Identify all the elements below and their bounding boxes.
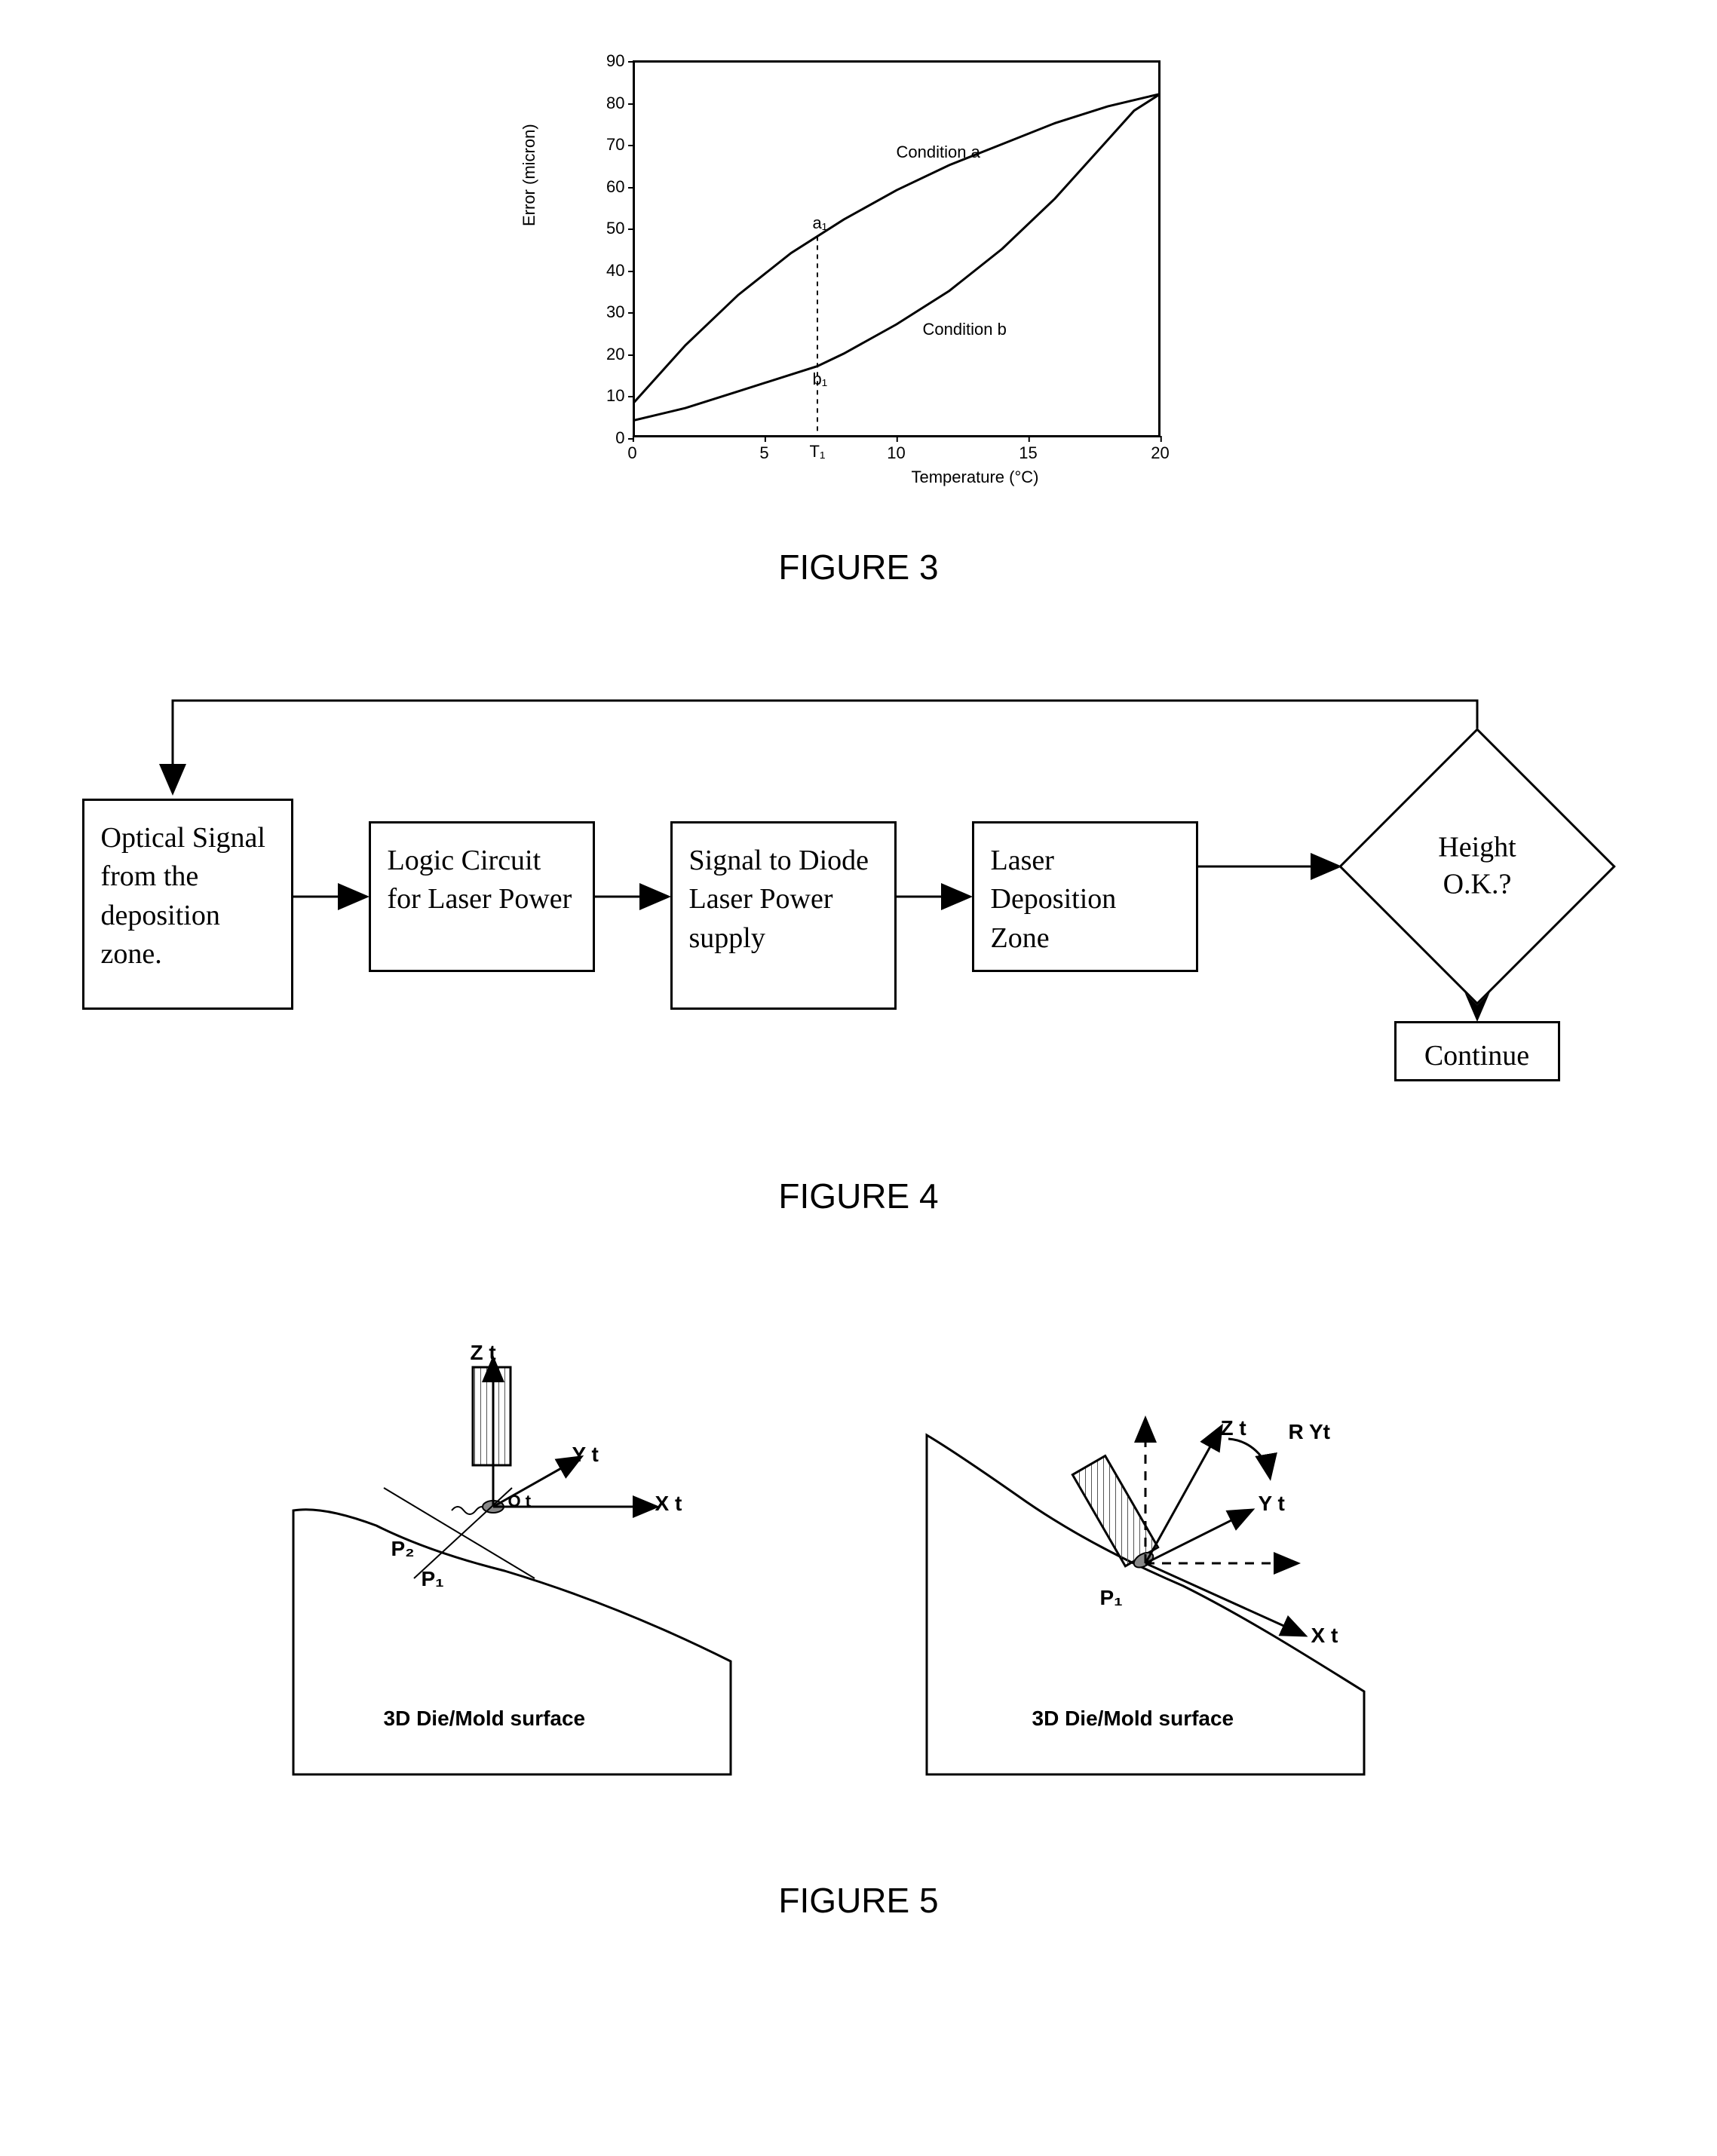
figure-4: Optical Signal from the deposition zone.… — [30, 678, 1687, 1216]
fig3-label-t1: T₁ — [810, 442, 826, 462]
fig4-node-deposition-zone: Laser Deposition Zone — [972, 821, 1198, 972]
fig3-label-b1: b₁ — [813, 370, 828, 389]
fig5-right-label-z: Z t — [1221, 1416, 1246, 1440]
fig5-caption: FIGURE 5 — [30, 1880, 1687, 1921]
fig3-x-axis-label: Temperature (°C) — [912, 468, 1039, 487]
fig5-left-surface-outline — [293, 1510, 731, 1774]
fig3-label-condition-a: Condition a — [897, 143, 980, 162]
fig4-node-optical-signal-text: Optical Signal from the deposition zone. — [101, 822, 265, 970]
fig5-right-panel — [897, 1337, 1424, 1805]
fig5-left-label-p2: P₂ — [391, 1537, 415, 1561]
fig5-right-label-y: Y t — [1259, 1492, 1285, 1516]
fig5-right-axis-x — [1145, 1563, 1304, 1635]
fig4-node-logic-circuit: Logic Circuit for Laser Power — [369, 821, 595, 972]
fig4-caption: FIGURE 4 — [30, 1176, 1687, 1216]
fig5-left-label-o: O t — [508, 1492, 532, 1511]
fig5-right-label-x: X t — [1311, 1624, 1338, 1648]
fig4-node-continue: Continue — [1394, 1021, 1560, 1081]
fig3-chart: Error (micron) Temperature (°C) 01020304… — [520, 30, 1198, 498]
fig5-diagrams: Z t Y t X t P₂ P₁ O t 3D Die/Mold surfac… — [218, 1307, 1500, 1835]
fig5-right-surface-label: 3D Die/Mold surface — [1032, 1707, 1234, 1731]
fig5-left-panel — [263, 1337, 791, 1805]
fig5-left-label-y: Y t — [572, 1443, 599, 1467]
fig5-left-label-x: X t — [655, 1492, 682, 1516]
fig5-right-axis-z — [1145, 1428, 1221, 1563]
fig3-label-condition-b: Condition b — [923, 320, 1007, 339]
fig4-node-deposition-zone-text: Laser Deposition Zone — [991, 845, 1117, 954]
fig4-node-logic-circuit-text: Logic Circuit for Laser Power — [388, 845, 572, 915]
fig3-curve-a — [633, 94, 1161, 403]
figure-5: Z t Y t X t P₂ P₁ O t 3D Die/Mold surfac… — [30, 1307, 1687, 1921]
fig3-label-a1: a₁ — [813, 213, 828, 233]
fig3-curves-svg — [633, 60, 1161, 437]
fig5-right-label-p1: P₁ — [1100, 1586, 1123, 1610]
fig4-flowchart: Optical Signal from the deposition zone.… — [67, 678, 1651, 1130]
fig4-node-continue-text: Continue — [1424, 1040, 1529, 1072]
fig4-node-optical-signal: Optical Signal from the deposition zone. — [82, 799, 293, 1010]
fig5-right-rotation-arc — [1228, 1439, 1270, 1477]
fig3-caption: FIGURE 3 — [30, 547, 1687, 587]
fig4-decision-height-text: Height O.K.? — [1402, 830, 1553, 904]
fig5-left-nozzle — [473, 1367, 511, 1465]
fig5-left-surface-label: 3D Die/Mold surface — [384, 1707, 586, 1731]
fig3-y-axis-label: Error (micron) — [520, 124, 539, 226]
fig5-left-label-z: Z t — [471, 1341, 496, 1365]
fig4-node-signal-supply-text: Signal to Diode Laser Power supply — [689, 845, 869, 954]
fig4-node-signal-supply: Signal to Diode Laser Power supply — [670, 821, 897, 1010]
fig5-left-label-p1: P₁ — [422, 1567, 444, 1591]
fig5-right-label-r: R Yt — [1289, 1420, 1331, 1444]
figure-3: Error (micron) Temperature (°C) 01020304… — [30, 30, 1687, 587]
